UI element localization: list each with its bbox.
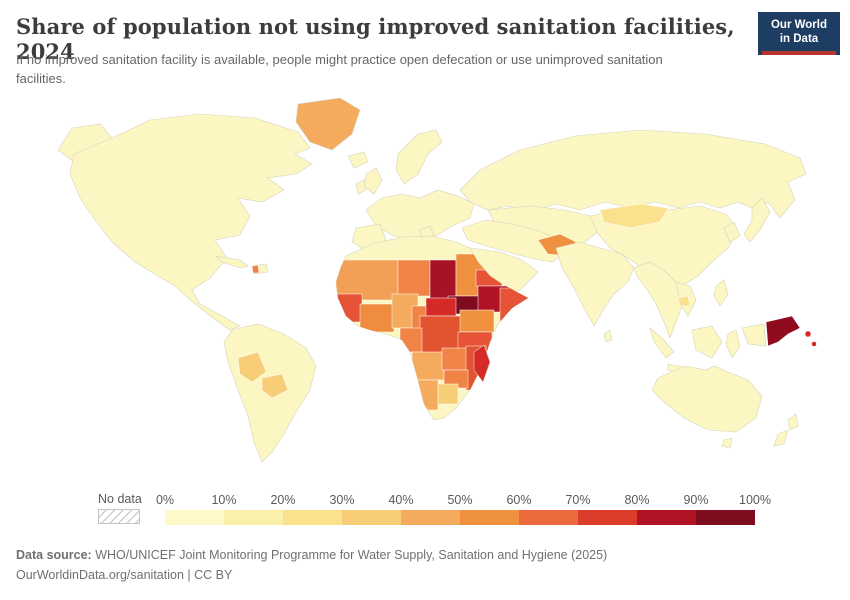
legend-tick-50: 50% xyxy=(447,493,473,507)
region-korea[interactable] xyxy=(723,221,741,243)
region-cambodia[interactable] xyxy=(677,295,691,307)
region-botswana[interactable] xyxy=(437,383,459,405)
no-data-label: No data xyxy=(98,492,142,506)
region-scandinavia[interactable] xyxy=(395,129,443,185)
legend-tick-10: 10% xyxy=(211,493,237,507)
region-greenland[interactable] xyxy=(295,97,361,151)
legend-tick-80: 80% xyxy=(624,493,650,507)
region-solomon-islands-2[interactable] xyxy=(811,341,817,347)
region-new-zealand-north[interactable] xyxy=(787,413,799,431)
region-new-zealand-south[interactable] xyxy=(773,429,789,447)
legend-tick-20: 20% xyxy=(270,493,296,507)
logo-accent-bar xyxy=(762,51,836,55)
region-uk[interactable] xyxy=(363,167,383,195)
legend-tick-100: 100% xyxy=(739,493,771,507)
data-source-text: WHO/UNICEF Joint Monitoring Programme fo… xyxy=(91,548,608,562)
region-mongolia[interactable] xyxy=(599,203,669,229)
legend-color-bar xyxy=(165,510,755,525)
legend-tick-60: 60% xyxy=(506,493,532,507)
region-iceland[interactable] xyxy=(347,151,369,169)
region-australia[interactable] xyxy=(651,365,763,433)
region-niger[interactable] xyxy=(397,259,431,297)
legend-bin-0-10[interactable] xyxy=(165,510,224,525)
legend-bin-80-90[interactable] xyxy=(637,510,696,525)
region-uganda-kenya[interactable] xyxy=(459,309,495,333)
region-haiti[interactable] xyxy=(251,264,260,274)
region-cuba[interactable] xyxy=(215,255,249,269)
legend-tick-30: 30% xyxy=(329,493,355,507)
legend-bin-50-60[interactable] xyxy=(460,510,519,525)
no-data-swatch-rect[interactable] xyxy=(98,509,140,524)
data-source-label: Data source: xyxy=(16,548,92,562)
region-solomon-islands[interactable] xyxy=(804,330,812,338)
map-legend: No data 0% 10% 20% 30% 40% 50% 60% 70% 8… xyxy=(0,492,850,536)
owid-logo[interactable]: Our World in Data xyxy=(758,12,840,55)
legend-bin-60-70[interactable] xyxy=(519,510,578,525)
region-namibia[interactable] xyxy=(413,379,439,411)
region-madagascar[interactable] xyxy=(473,344,491,383)
region-central-african-republic[interactable] xyxy=(425,297,457,317)
data-source-line: Data source: WHO/UNICEF Joint Monitoring… xyxy=(16,545,607,565)
chart-subtitle: If no improved sanitation facility is av… xyxy=(16,52,663,86)
region-japan[interactable] xyxy=(743,197,771,243)
region-congo-gabon[interactable] xyxy=(399,327,423,353)
region-europe[interactable] xyxy=(365,189,475,241)
legend-tick-90: 90% xyxy=(683,493,709,507)
page-title: Share of population not using improved s… xyxy=(16,14,735,64)
chart-footer: Data source: WHO/UNICEF Joint Monitoring… xyxy=(16,545,607,585)
region-ireland[interactable] xyxy=(355,179,367,195)
legend-bin-20-30[interactable] xyxy=(283,510,342,525)
region-papua-new-guinea[interactable] xyxy=(765,315,801,347)
world-map-svg xyxy=(57,97,817,463)
region-west-papua[interactable] xyxy=(741,323,767,347)
legend-no-data[interactable]: No data xyxy=(98,492,142,527)
region-peru[interactable] xyxy=(237,351,267,383)
region-somalia[interactable] xyxy=(499,287,530,327)
region-north-america[interactable] xyxy=(69,113,313,331)
region-borneo[interactable] xyxy=(691,325,723,359)
world-map xyxy=(0,90,850,482)
legend-tick-0: 0% xyxy=(155,493,175,507)
region-tasmania[interactable] xyxy=(721,437,733,449)
region-sulawesi[interactable] xyxy=(725,329,741,359)
region-philippines[interactable] xyxy=(713,279,729,307)
owid-logo-line2: in Data xyxy=(779,33,819,45)
owid-logo-line1: Our World xyxy=(770,19,827,31)
no-data-swatch[interactable] xyxy=(98,509,140,524)
legend-bin-90-100[interactable] xyxy=(696,510,755,525)
owid-sanitation-link[interactable]: OurWorldinData.org/sanitation | CC BY xyxy=(16,568,233,582)
legend-bin-70-80[interactable] xyxy=(578,510,637,525)
legend-bin-10-20[interactable] xyxy=(224,510,283,525)
region-zambia[interactable] xyxy=(441,347,469,371)
legend-tick-40: 40% xyxy=(388,493,414,507)
legend-bin-40-50[interactable] xyxy=(401,510,460,525)
region-southeast-asia[interactable] xyxy=(633,261,691,339)
region-bolivia[interactable] xyxy=(261,373,289,399)
legend-bin-30-40[interactable] xyxy=(342,510,401,525)
region-india[interactable] xyxy=(555,241,635,327)
region-sumatra[interactable] xyxy=(649,327,675,359)
license-line: OurWorldinData.org/sanitation | CC BY xyxy=(16,565,607,585)
legend-tick-70: 70% xyxy=(565,493,591,507)
region-sri-lanka[interactable] xyxy=(603,329,613,343)
region-gulf-of-guinea-coast[interactable] xyxy=(359,303,395,333)
